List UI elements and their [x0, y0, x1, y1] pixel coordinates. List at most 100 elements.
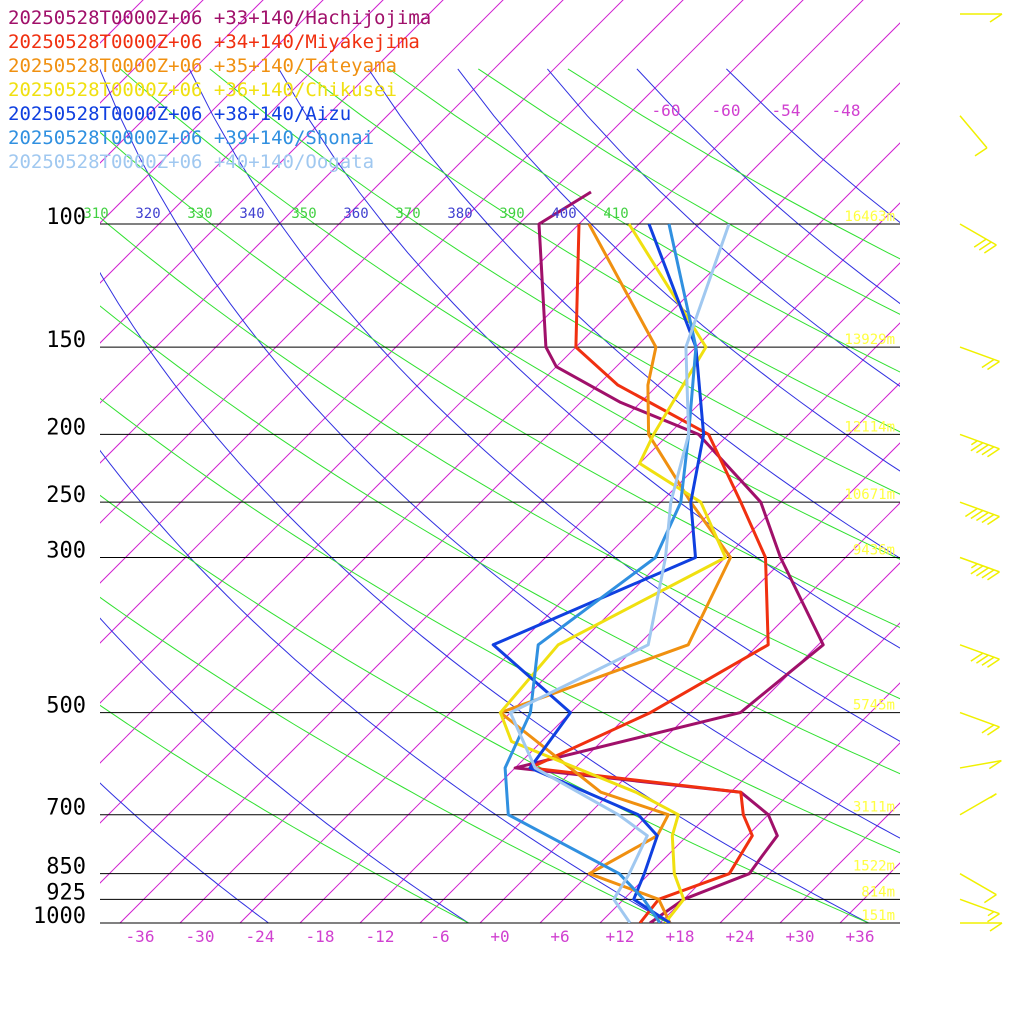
wind-barb-flag [976, 654, 989, 664]
height-label: 12114m [844, 419, 895, 435]
moist-adiabat-line [478, 68, 900, 315]
theta-label: 410 [603, 206, 628, 222]
wind-barb-staff [959, 556, 1000, 573]
wind-barb-staff [959, 711, 1000, 728]
wind-barb [960, 922, 1003, 932]
moist-adiabat-line [100, 305, 900, 775]
wind-barb-flag [970, 652, 984, 662]
wind-barb [959, 556, 1000, 581]
upper-temp-label: -60 [652, 101, 681, 120]
wind-barb [959, 644, 1000, 668]
wind-barb-flag [981, 724, 995, 734]
wind-barb [959, 793, 997, 816]
wind-barb-flag [989, 922, 1003, 932]
wind-barb-staff [959, 873, 997, 896]
wind-barb [959, 501, 1000, 526]
isotherm-line [839, 862, 900, 923]
wind-barb-flag [981, 446, 995, 456]
isotherm-line [719, 742, 900, 923]
temp-tick-label: +24 [726, 927, 755, 946]
wind-barb-flag [987, 658, 1000, 668]
wind-barb-flag [987, 360, 1000, 371]
dry-adiabat-line [457, 68, 900, 472]
wind-barbs [959, 13, 1003, 932]
temp-tick-label: +36 [846, 927, 875, 946]
wind-barb-flag [988, 760, 1002, 770]
theta-label: 390 [499, 206, 524, 222]
dry-adiabat-line [367, 68, 900, 559]
wind-barb-flag [973, 238, 987, 248]
wind-barb-flag [964, 507, 978, 518]
temp-tick-label: +0 [490, 927, 509, 946]
wind-barb-flag [987, 913, 1000, 923]
temp-tick-label: -12 [366, 927, 395, 946]
isobar-lines [100, 223, 900, 924]
wind-barb-flag [976, 511, 989, 522]
wind-barb [959, 873, 997, 904]
wind-barb [959, 346, 1000, 371]
wind-barb [959, 759, 1002, 770]
dry-adiabat-line [100, 68, 900, 839]
theta-label: 380 [447, 206, 472, 222]
pressure-tick-label: 1000 [33, 904, 86, 929]
wind-barb [959, 433, 1000, 458]
theta-label: 370 [395, 206, 420, 222]
isotherm-line [599, 622, 900, 923]
height-label: 13929m [844, 332, 895, 348]
wind-barb-flag [983, 244, 997, 254]
wind-barb-flag [970, 509, 984, 520]
profile-line [513, 190, 825, 923]
wind-barb-half-flag [989, 793, 997, 799]
legend-entry: 20250528T0000Z+06 +39+140/Shonai [8, 127, 375, 149]
temp-tick-label: +18 [666, 927, 695, 946]
moist-adiabat-line [100, 397, 900, 854]
wind-barb-flag [981, 569, 995, 579]
moist-adiabat-line [100, 596, 670, 923]
dry-adiabat-line [278, 68, 900, 649]
pressure-tick-label: 850 [46, 855, 86, 880]
wind-barb-flag [981, 656, 995, 666]
moist-adiabat-line [100, 131, 900, 628]
wind-barb-staff [959, 223, 997, 246]
wind-barb [959, 223, 997, 254]
isotherm-line [899, 922, 900, 923]
legend-entry: 20250528T0000Z+06 +34+140/Miyakejima [8, 31, 420, 53]
theta-label: 330 [187, 206, 212, 222]
isotherm-line [479, 502, 900, 923]
wind-barb-half-flag [970, 563, 978, 569]
wind-barb-half-flag [970, 440, 978, 446]
isotherm-line [539, 562, 900, 923]
dry-adiabat-line [100, 617, 470, 923]
wind-barb-staff [959, 346, 1000, 363]
upper-temp-label: -48 [832, 101, 861, 120]
upper-temp-label: -54 [772, 101, 801, 120]
height-label: 1522m [853, 859, 895, 875]
legend-entry: 20250528T0000Z+06 +36+140/Chikusei [8, 79, 397, 101]
temp-tick-label: -36 [126, 927, 155, 946]
theta-label: 400 [551, 206, 576, 222]
dry-adiabat-line [100, 782, 270, 923]
isotherm-line [659, 682, 900, 923]
dry-adiabat-line [636, 68, 900, 305]
legend-entry: 20250528T0000Z+06 +33+140/Hachijojima [8, 7, 432, 29]
temp-tick-label: -18 [306, 927, 335, 946]
wind-barb-flag [970, 442, 984, 452]
theta-label: 350 [291, 206, 316, 222]
wind-barb [959, 898, 1000, 923]
isotherm-line [359, 382, 900, 923]
wind-barb [960, 13, 1003, 23]
height-label: 10671m [844, 487, 895, 503]
height-label: 16463m [844, 209, 895, 225]
profile-line [498, 223, 732, 923]
height-label: 3111m [853, 800, 895, 816]
wind-barb-staff [959, 898, 1000, 915]
moist-adiabat-line [100, 494, 870, 923]
wind-barb-flag [981, 358, 995, 369]
wind-barb-half-flag [987, 911, 995, 917]
wind-barb-flag [987, 448, 1000, 458]
wind-barb-flag [989, 13, 1003, 23]
pressure-tick-label: 925 [46, 880, 86, 905]
temp-tick-label: -30 [186, 927, 215, 946]
wind-barb-flag [987, 515, 1000, 526]
